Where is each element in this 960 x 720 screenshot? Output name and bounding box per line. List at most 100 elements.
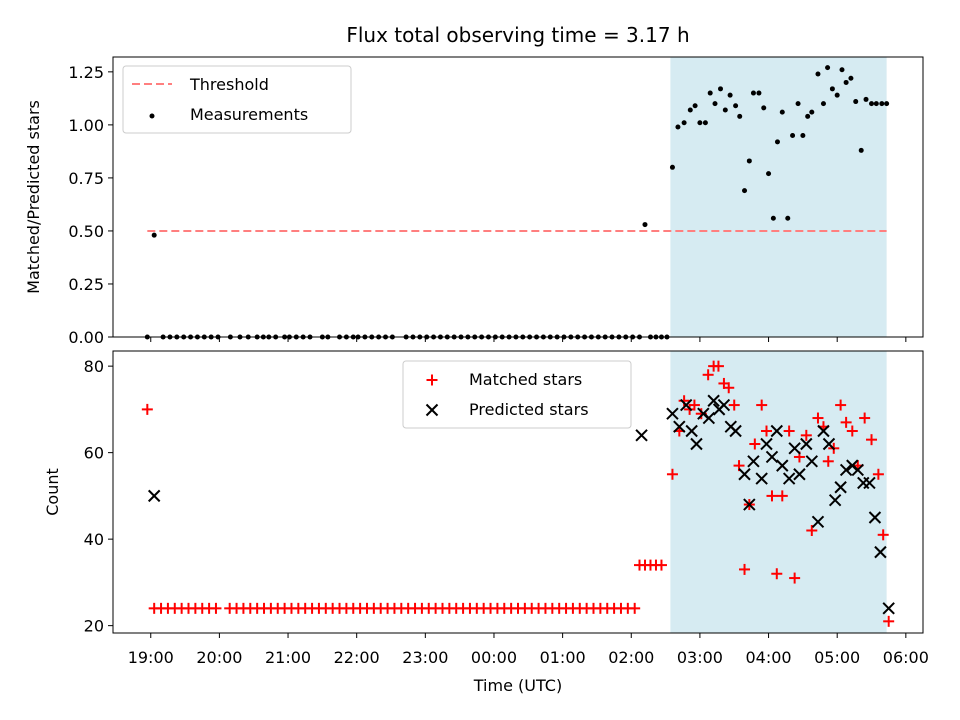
matched-point xyxy=(655,559,667,571)
count-ticks: 20 40 60 80 19:00 20:00 21:00 22:00 23:00 00:00 01… xyxy=(84,357,929,667)
count-legend-box xyxy=(402,360,632,429)
y-tick-label: 0.25 xyxy=(68,275,104,294)
predicted-point xyxy=(863,476,876,490)
measurement-point xyxy=(809,109,815,115)
matched-point xyxy=(835,399,847,411)
legend-measurement-swatch xyxy=(149,113,155,119)
predicted-point xyxy=(811,515,825,529)
matched-point xyxy=(629,602,641,614)
measurement-point xyxy=(829,86,835,92)
x-tick-label: 22:00 xyxy=(334,648,380,667)
measurement-point xyxy=(761,105,767,111)
predicted-point xyxy=(685,424,698,438)
matched-point xyxy=(776,490,788,502)
x-tick-label: 06:00 xyxy=(883,648,929,667)
predicted-point xyxy=(805,455,819,468)
measurement-point xyxy=(750,90,756,96)
matched-point xyxy=(806,524,818,536)
measurement-point xyxy=(834,92,840,98)
matched-point xyxy=(756,399,768,411)
legend-threshold-label: Threshold xyxy=(189,75,269,94)
predicted-point xyxy=(635,429,648,442)
predicted-point xyxy=(788,442,801,455)
measurement-point xyxy=(151,232,157,238)
matched-point xyxy=(883,615,895,627)
predicted-point xyxy=(729,424,742,438)
matched-point xyxy=(688,399,700,411)
chart-title: Flux total observing time = 3.17 h xyxy=(346,23,689,47)
matched-point xyxy=(771,568,783,580)
matched-point xyxy=(749,438,761,450)
predicted-point xyxy=(747,455,760,468)
x-tick-label: 02:00 xyxy=(608,648,654,667)
predicted-point xyxy=(839,463,853,477)
measurement-point xyxy=(879,101,885,107)
measurement-point xyxy=(863,96,869,102)
matched-point xyxy=(789,572,801,584)
ratio-axes: 0.00 0.25 0.50 0.75 1.00 1.25 Matched/Predict… xyxy=(24,56,924,347)
x-tick-label: 21:00 xyxy=(265,648,311,667)
x-tick-label: 01:00 xyxy=(540,648,586,667)
count-axes: 20 40 60 80 19:00 20:00 21:00 22:00 23:00 00:00 01… xyxy=(43,350,929,695)
legend-matched-marker xyxy=(426,374,438,386)
matched-point xyxy=(766,490,778,502)
measurement-point xyxy=(843,79,849,85)
predicted-point xyxy=(800,437,813,451)
matched-point xyxy=(846,425,858,437)
predicted-point xyxy=(882,602,895,615)
measurement-point xyxy=(869,101,875,107)
measurement-point xyxy=(675,124,681,130)
measurement-point xyxy=(642,222,648,228)
measurement-point xyxy=(774,139,780,145)
measurement-point xyxy=(800,132,806,138)
legend-matched-swatch xyxy=(426,374,438,386)
matched-point xyxy=(866,434,878,446)
measurement-point xyxy=(702,120,708,126)
predicted-point xyxy=(717,398,731,412)
y-tick-label: 1.00 xyxy=(68,116,104,135)
predicted-point xyxy=(874,545,887,559)
ratio-ticks: 0.00 0.25 0.50 0.75 1.00 1.25 xyxy=(68,63,907,347)
measurement-point xyxy=(785,215,791,221)
matched-point xyxy=(872,468,884,480)
measurement-point xyxy=(756,90,762,96)
measurement-point xyxy=(746,158,752,164)
measurement-point xyxy=(779,109,785,115)
measurement-point xyxy=(805,113,811,119)
y-tick-label: 0.00 xyxy=(68,328,104,347)
predicted-point xyxy=(770,424,783,438)
ratio-legend-box xyxy=(122,65,352,134)
measurement-point xyxy=(727,92,733,98)
measurement-point xyxy=(669,164,675,170)
matched-point xyxy=(210,602,222,614)
measurement-point xyxy=(790,132,796,138)
measurement-point xyxy=(681,120,687,126)
y-tick-label: 80 xyxy=(84,357,104,376)
predicted-point xyxy=(817,424,830,438)
matched-point xyxy=(877,529,889,541)
x-tick-label: 04:00 xyxy=(745,648,791,667)
measurement-point xyxy=(853,99,859,105)
matched-point xyxy=(141,403,153,415)
legend-predicted-swatch xyxy=(425,403,439,417)
predicted-point xyxy=(743,498,756,511)
predicted-point xyxy=(690,437,703,451)
measurement-point xyxy=(820,101,826,107)
matched-point xyxy=(812,412,824,424)
y-tick-label: 20 xyxy=(84,617,104,636)
measurement-point xyxy=(707,90,713,96)
matched-point xyxy=(712,360,724,372)
predicted-point xyxy=(851,463,864,477)
measurement-point xyxy=(687,107,693,113)
count-marks xyxy=(141,360,895,627)
observing-span-top xyxy=(670,57,887,337)
measurement-point xyxy=(692,103,698,109)
count-legend: Matched stars Predicted stars xyxy=(402,360,632,429)
predicted-point xyxy=(707,394,720,407)
measurement-point xyxy=(770,215,776,221)
predicted-point xyxy=(834,481,847,494)
predicted-point xyxy=(868,511,882,524)
predicted-point xyxy=(776,459,789,472)
measurement-point xyxy=(873,101,879,107)
